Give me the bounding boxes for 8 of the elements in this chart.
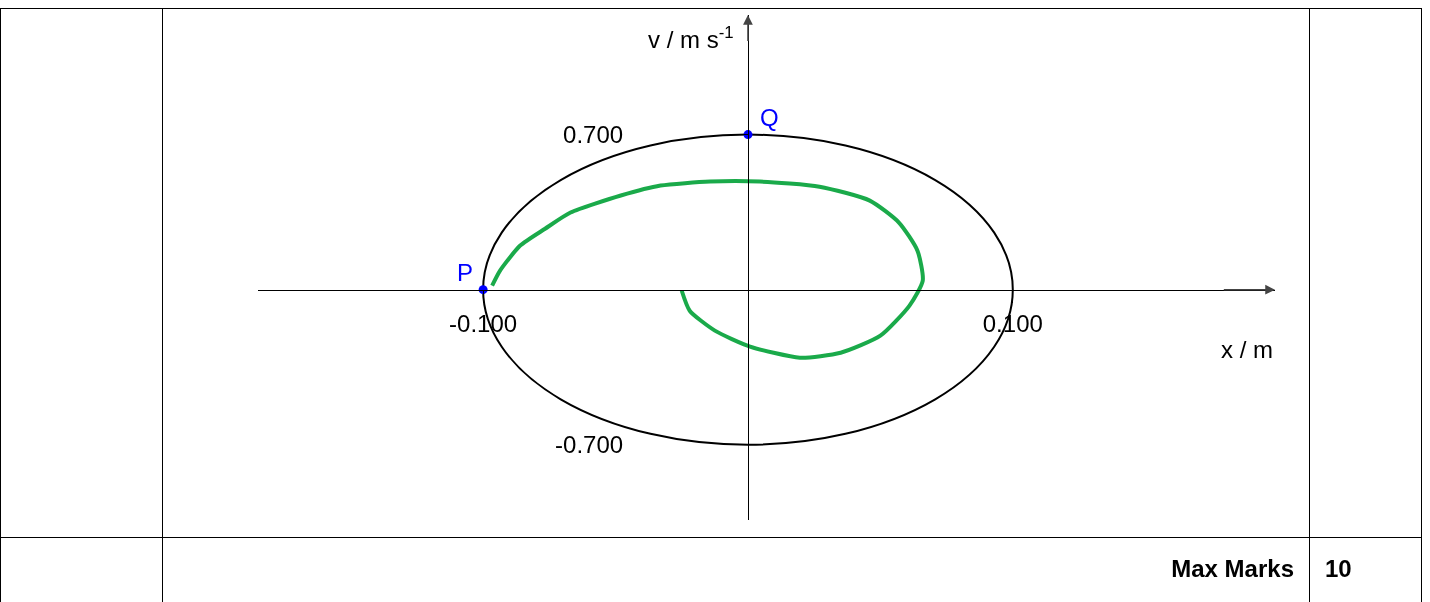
- text: 10: [1325, 555, 1352, 583]
- y-tick-label: -0.700: [555, 431, 624, 459]
- annotation: Q: [760, 104, 779, 131]
- text: Max Marks: [1171, 555, 1294, 583]
- y-tick-label: 0.700: [563, 121, 624, 149]
- y-axis-title: v / m s$^{-1}$: [648, 23, 734, 54]
- x-axis-title: x / m: [1221, 336, 1273, 363]
- annotation: P: [457, 259, 474, 286]
